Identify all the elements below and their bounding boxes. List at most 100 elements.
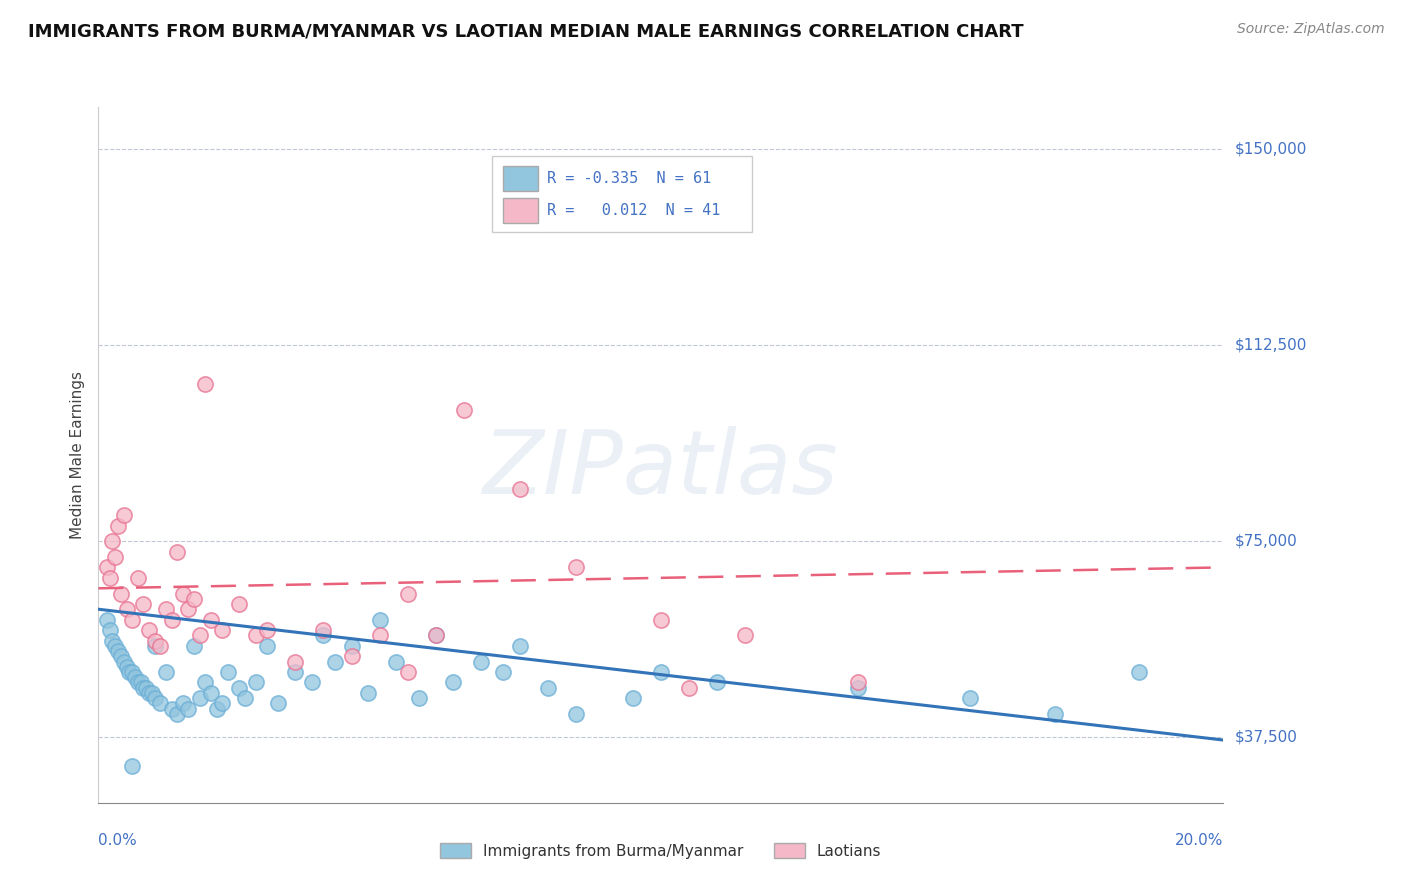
- Point: [166, 544, 188, 558]
- Point: [166, 706, 188, 721]
- Text: $112,500: $112,500: [1234, 337, 1306, 352]
- Point: [143, 691, 166, 706]
- Point: [678, 681, 700, 695]
- Text: $37,500: $37,500: [1234, 730, 1298, 745]
- Point: [245, 628, 267, 642]
- Point: [537, 681, 560, 695]
- Point: [96, 613, 118, 627]
- Point: [124, 670, 146, 684]
- Point: [408, 691, 430, 706]
- Point: [127, 571, 149, 585]
- Point: [188, 628, 211, 642]
- Point: [245, 675, 267, 690]
- Point: [132, 681, 155, 695]
- Point: [129, 675, 152, 690]
- Point: [340, 649, 363, 664]
- Point: [453, 403, 475, 417]
- Point: [267, 697, 290, 711]
- Point: [110, 649, 132, 664]
- Point: [160, 613, 183, 627]
- Point: [194, 675, 217, 690]
- Point: [121, 665, 143, 679]
- Point: [256, 623, 278, 637]
- Point: [256, 639, 278, 653]
- Point: [121, 613, 143, 627]
- Y-axis label: Median Male Earnings: Median Male Earnings: [69, 371, 84, 539]
- Point: [96, 560, 118, 574]
- Point: [177, 602, 200, 616]
- Point: [101, 534, 124, 549]
- Point: [155, 602, 177, 616]
- Point: [211, 623, 233, 637]
- Point: [357, 686, 380, 700]
- Point: [172, 586, 194, 600]
- Point: [138, 686, 160, 700]
- Text: R = -0.335  N = 61: R = -0.335 N = 61: [547, 170, 711, 186]
- Text: ZIPatlas: ZIPatlas: [484, 425, 838, 512]
- Point: [177, 701, 200, 715]
- Text: $75,000: $75,000: [1234, 533, 1298, 549]
- Point: [98, 571, 121, 585]
- Text: Source: ZipAtlas.com: Source: ZipAtlas.com: [1237, 22, 1385, 37]
- Point: [112, 508, 135, 522]
- Point: [115, 660, 138, 674]
- Point: [284, 665, 307, 679]
- Text: 0.0%: 0.0%: [98, 833, 138, 848]
- Point: [104, 639, 127, 653]
- Point: [143, 639, 166, 653]
- Point: [211, 697, 233, 711]
- Point: [200, 613, 222, 627]
- Point: [98, 623, 121, 637]
- Point: [959, 691, 981, 706]
- Text: R =   0.012  N = 41: R = 0.012 N = 41: [547, 203, 720, 219]
- Point: [160, 701, 183, 715]
- Point: [565, 560, 588, 574]
- Point: [107, 644, 129, 658]
- Point: [233, 691, 256, 706]
- Point: [312, 628, 335, 642]
- Point: [1043, 706, 1066, 721]
- Text: IMMIGRANTS FROM BURMA/MYANMAR VS LAOTIAN MEDIAN MALE EARNINGS CORRELATION CHART: IMMIGRANTS FROM BURMA/MYANMAR VS LAOTIAN…: [28, 22, 1024, 40]
- Point: [132, 597, 155, 611]
- Point: [135, 681, 157, 695]
- Point: [112, 655, 135, 669]
- Point: [205, 701, 228, 715]
- Point: [846, 681, 869, 695]
- Point: [121, 759, 143, 773]
- Point: [323, 655, 346, 669]
- Text: $150,000: $150,000: [1234, 142, 1306, 156]
- Point: [217, 665, 239, 679]
- Point: [312, 623, 335, 637]
- Point: [110, 586, 132, 600]
- Point: [149, 697, 172, 711]
- Point: [425, 628, 447, 642]
- Point: [101, 633, 124, 648]
- Point: [183, 639, 205, 653]
- Point: [118, 665, 141, 679]
- Point: [650, 613, 672, 627]
- Point: [492, 665, 515, 679]
- Point: [127, 675, 149, 690]
- Point: [368, 613, 391, 627]
- Point: [650, 665, 672, 679]
- Point: [340, 639, 363, 653]
- Point: [228, 597, 250, 611]
- Point: [284, 655, 307, 669]
- Point: [228, 681, 250, 695]
- Point: [706, 675, 728, 690]
- Point: [396, 665, 419, 679]
- Point: [104, 549, 127, 564]
- Text: 20.0%: 20.0%: [1175, 833, 1223, 848]
- Point: [385, 655, 408, 669]
- Point: [509, 639, 531, 653]
- Point: [172, 697, 194, 711]
- Point: [425, 628, 447, 642]
- Point: [188, 691, 211, 706]
- Point: [194, 377, 217, 392]
- Legend: Immigrants from Burma/Myanmar, Laotians: Immigrants from Burma/Myanmar, Laotians: [434, 837, 887, 864]
- Point: [115, 602, 138, 616]
- Point: [621, 691, 644, 706]
- Point: [509, 482, 531, 496]
- Point: [368, 628, 391, 642]
- Point: [183, 591, 205, 606]
